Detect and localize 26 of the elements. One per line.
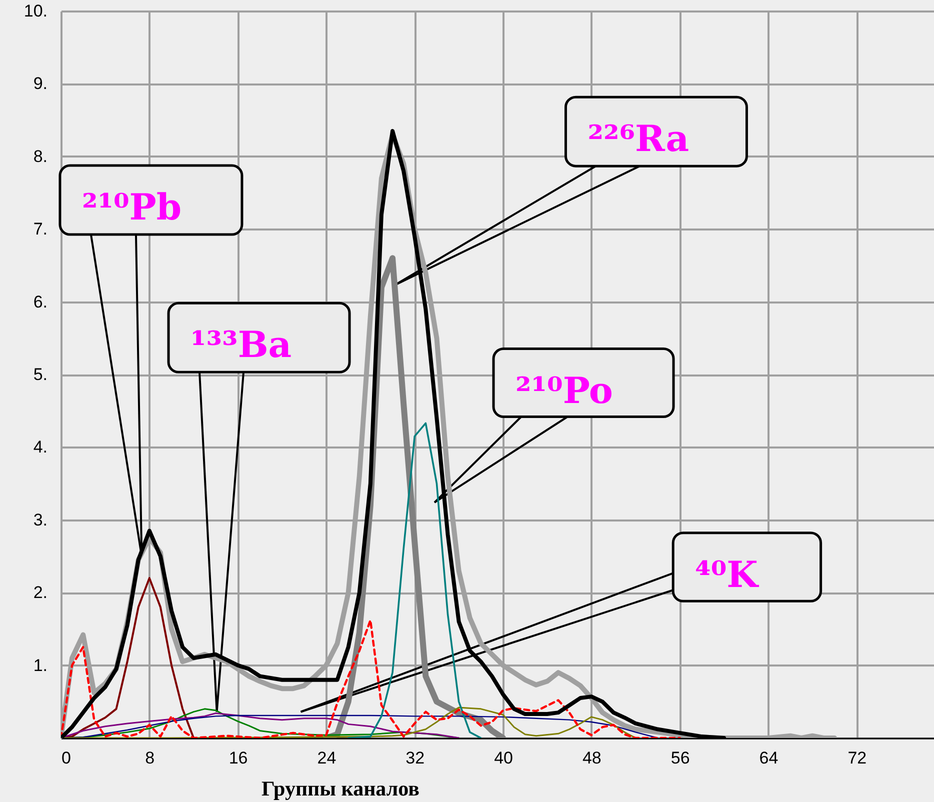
y-tick-label: 1. [33,656,48,675]
annotation: ²¹⁰Pb [82,186,182,229]
annotation: ²¹⁰Po [516,370,613,412]
y-tick-label: 4. [33,438,48,457]
x-tick-label: 56 [670,748,690,768]
x-tick-label: 32 [406,748,425,768]
y-tick-label: 7. [33,220,48,239]
y-tick-label: 8. [33,146,48,166]
annotation: ⁴⁰K [695,554,760,596]
x-tick-label: 48 [582,748,602,768]
y-tick-label: 9. [33,74,48,94]
x-tick-label: 0 [62,748,71,768]
x-tick-label: 72 [848,748,867,768]
x-tick-label: 8 [145,748,155,768]
y-tick-label: 5. [33,365,48,384]
y-tick-label: 3. [33,510,48,530]
y-tick-label: 6. [33,292,48,312]
x-axis-title: Группы каналов [262,776,420,800]
y-tick-label: 10. [24,2,48,20]
y-tick-label: 2. [33,583,48,602]
x-tick-label: 64 [759,748,778,768]
x-tick-label: 40 [494,748,513,768]
annotation: ¹³³Ba [190,324,292,366]
x-tick-label: 24 [317,748,336,768]
x-tick-label: 16 [228,748,248,768]
annotation: ²²⁶Ra [588,118,690,160]
